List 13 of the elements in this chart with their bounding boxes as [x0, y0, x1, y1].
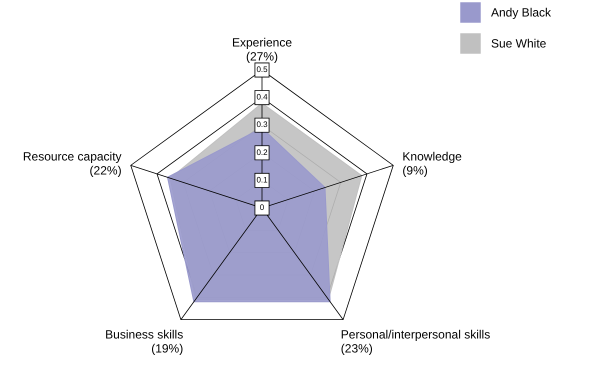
y-tick-label: 0.2: [256, 148, 268, 157]
y-tick-label: 0.4: [256, 92, 268, 102]
spoke-label: Knowledge (9%): [402, 149, 462, 178]
y-tick-label: 0.1: [256, 175, 268, 184]
y-tick-label: 0.3: [256, 120, 268, 130]
spoke-label: Personal/interpersonal skills (23%): [340, 327, 490, 356]
spoke-label: Business skills (19%): [105, 327, 184, 356]
spoke-label: Experience (27%): [232, 35, 292, 64]
y-tick-label: 0.5: [256, 65, 268, 74]
spoke-label: Resource capacity (22%): [22, 149, 122, 178]
y-tick-label: 0: [260, 203, 265, 212]
legend-label: Sue White: [491, 36, 547, 50]
legend-label: Andy Black: [491, 6, 552, 20]
